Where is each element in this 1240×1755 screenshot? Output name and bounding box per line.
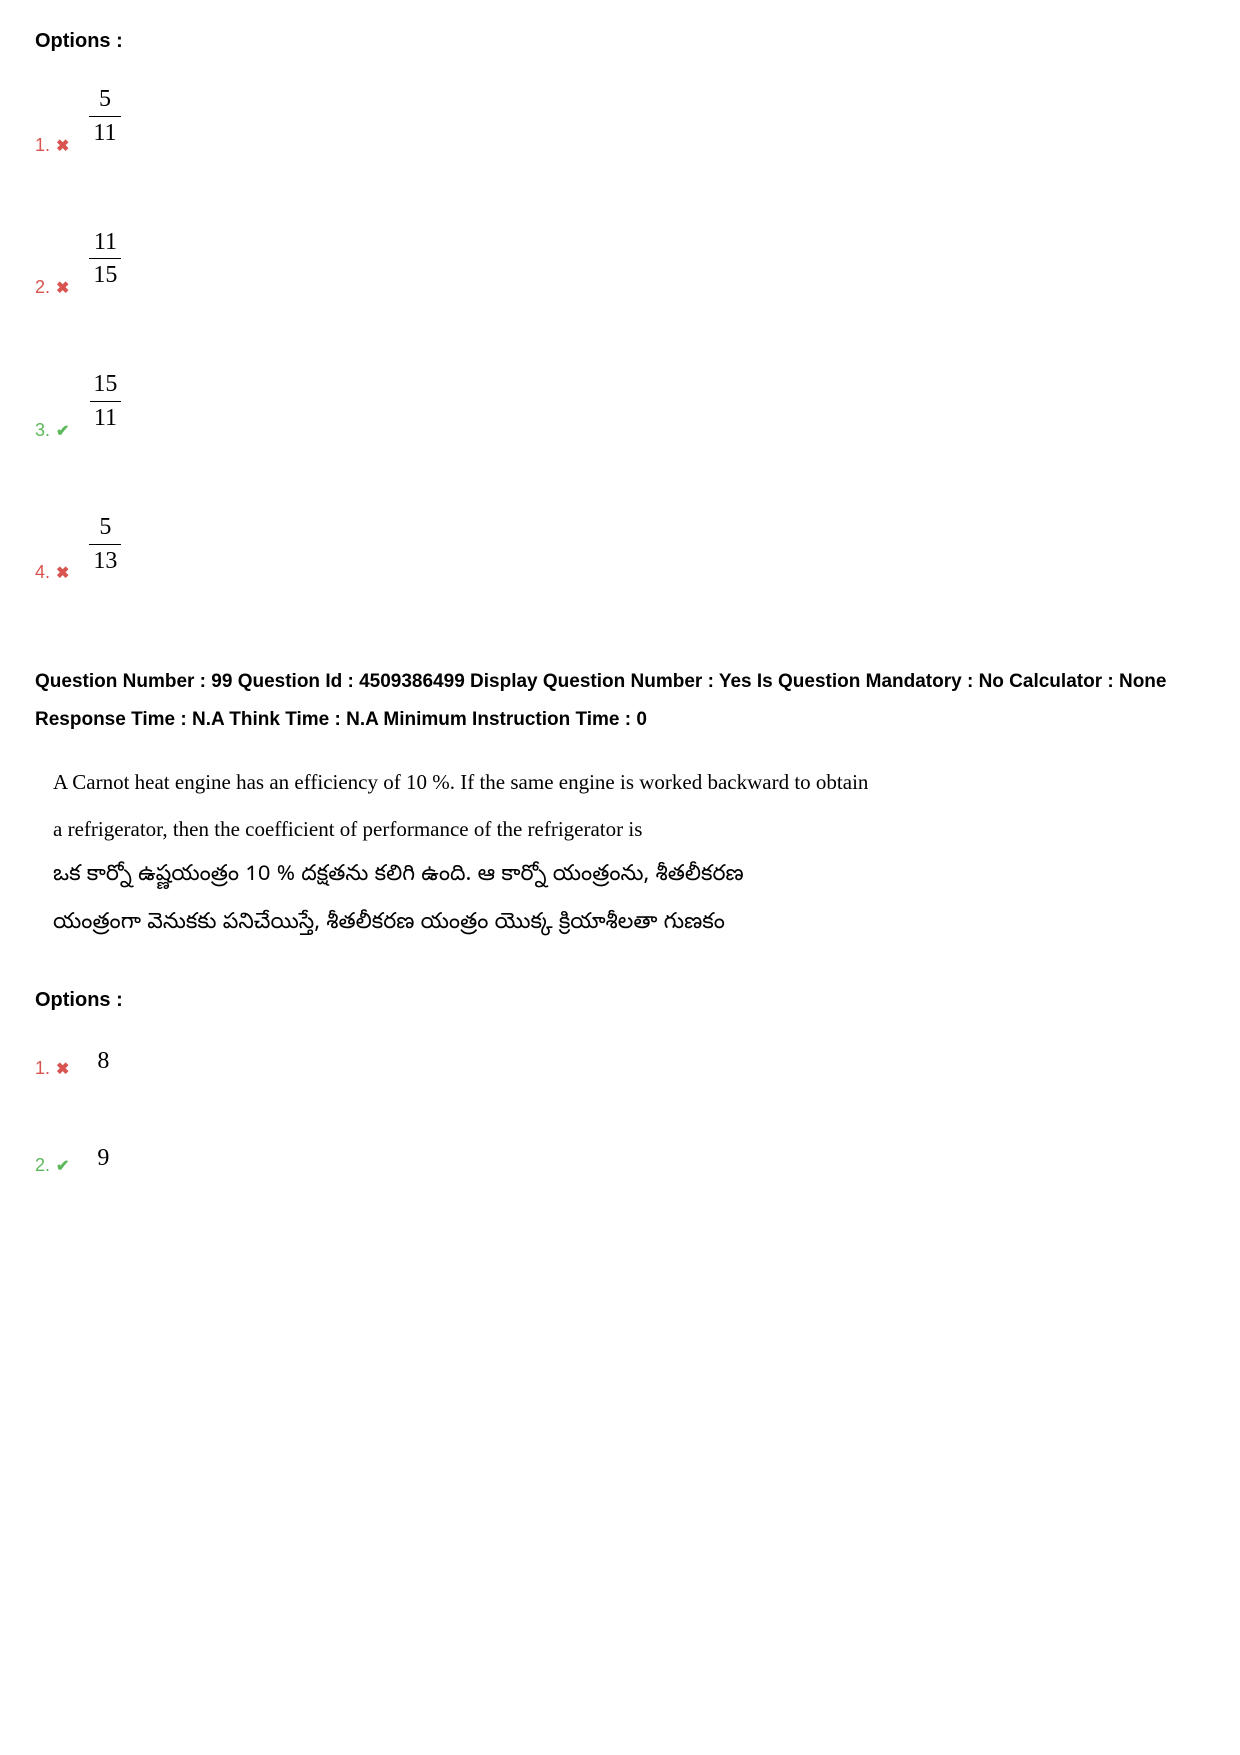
option-fraction: 5 13 <box>89 513 121 576</box>
option-fraction: 11 15 <box>89 228 121 291</box>
check-icon: ✔ <box>56 1156 69 1176</box>
check-icon: ✔ <box>56 421 69 441</box>
option-row: 3. ✔ 15 11 <box>35 378 1205 441</box>
option-row: 1. ✖ 8 <box>35 1052 1205 1079</box>
option-fraction: 5 11 <box>89 85 120 148</box>
numerator: 5 <box>95 85 115 116</box>
cross-icon: ✖ <box>56 278 69 298</box>
denominator: 13 <box>89 544 121 576</box>
denominator: 15 <box>89 258 121 290</box>
option-row: 4. ✖ 5 13 <box>35 521 1205 584</box>
option-number: 2. <box>35 1155 50 1176</box>
option-row: 2. ✔ 9 <box>35 1149 1205 1176</box>
cross-icon: ✖ <box>56 563 69 583</box>
option-value: 9 <box>97 1145 109 1172</box>
question-english-line: a refrigerator, then the coefficient of … <box>53 806 1205 852</box>
numerator: 15 <box>89 370 121 401</box>
option-number: 2. <box>35 277 50 298</box>
denominator: 11 <box>90 401 121 433</box>
numerator: 5 <box>95 513 115 544</box>
option-number: 1. <box>35 1058 50 1079</box>
question-meta: Question Number : 99 Question Id : 45093… <box>35 663 1205 739</box>
option-row: 1. ✖ 5 11 <box>35 93 1205 156</box>
question-english-line: A Carnot heat engine has an efficiency o… <box>53 759 1205 805</box>
question-telugu-line: ఒక కార్నో ఉష్ణయంత్రం 10 % దక్షతను కలిగి … <box>53 852 1205 900</box>
options-header: Options : <box>35 989 1205 1012</box>
denominator: 11 <box>89 116 120 148</box>
options-header: Options : <box>35 30 1205 53</box>
option-number: 1. <box>35 135 50 156</box>
cross-icon: ✖ <box>56 1059 69 1079</box>
numerator: 11 <box>90 228 121 259</box>
option-value: 8 <box>97 1048 109 1075</box>
question-text: A Carnot heat engine has an efficiency o… <box>53 759 1205 948</box>
question-telugu-line: యంత్రంగా వెనుకకు పనిచేయిస్తే, శీతలీకరణ య… <box>53 900 1205 948</box>
option-row: 2. ✖ 11 15 <box>35 236 1205 299</box>
option-fraction: 15 11 <box>89 370 121 433</box>
cross-icon: ✖ <box>56 136 69 156</box>
option-number: 3. <box>35 420 50 441</box>
option-number: 4. <box>35 562 50 583</box>
